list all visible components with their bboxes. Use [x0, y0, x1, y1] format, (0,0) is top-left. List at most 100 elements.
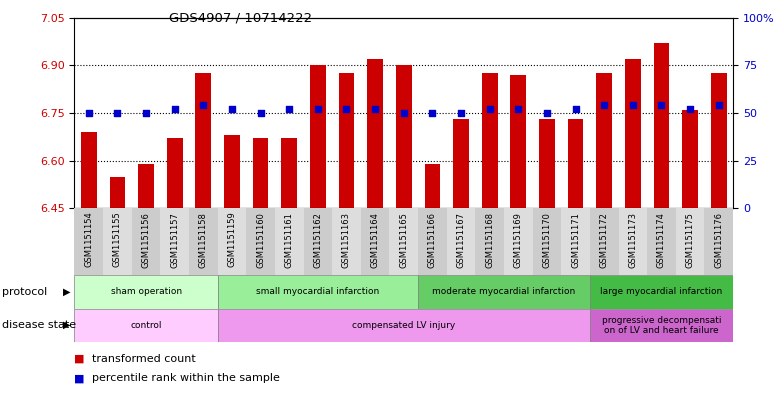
Bar	[275, 208, 303, 275]
Point	[684, 106, 696, 112]
Text: GSM1151175: GSM1151175	[685, 212, 695, 268]
Bar	[252, 138, 268, 208]
Text: large myocardial infarction: large myocardial infarction	[601, 287, 723, 296]
Text: GSM1151157: GSM1151157	[170, 212, 180, 268]
Bar	[424, 164, 441, 208]
Bar	[682, 110, 698, 208]
Bar	[539, 119, 555, 208]
Text: ▶: ▶	[63, 287, 71, 297]
Bar	[132, 208, 161, 275]
Text: GSM1151168: GSM1151168	[485, 212, 494, 268]
Bar	[218, 275, 418, 309]
Point	[283, 106, 296, 112]
Bar	[532, 208, 561, 275]
Bar	[704, 208, 733, 275]
Bar	[224, 135, 240, 208]
Text: GSM1151176: GSM1151176	[714, 212, 723, 268]
Text: GDS4907 / 10714222: GDS4907 / 10714222	[169, 12, 312, 25]
Bar	[281, 138, 297, 208]
Bar	[482, 73, 498, 208]
Bar	[167, 138, 183, 208]
Text: ■: ■	[74, 354, 85, 364]
Bar	[396, 65, 412, 208]
Text: GSM1151172: GSM1151172	[600, 212, 608, 268]
Text: transformed count: transformed count	[92, 354, 195, 364]
Point	[340, 106, 353, 112]
Point	[598, 102, 611, 108]
Bar	[103, 208, 132, 275]
Point	[626, 102, 639, 108]
Bar	[676, 208, 704, 275]
Bar	[418, 275, 590, 309]
Bar	[561, 208, 590, 275]
Bar	[418, 208, 447, 275]
Text: GSM1151158: GSM1151158	[199, 212, 208, 268]
Text: GSM1151159: GSM1151159	[227, 212, 237, 267]
Text: GSM1151166: GSM1151166	[428, 212, 437, 268]
Point	[655, 102, 668, 108]
Point	[426, 110, 439, 116]
Text: sham operation: sham operation	[111, 287, 182, 296]
Text: protocol: protocol	[2, 287, 47, 297]
Point	[713, 102, 725, 108]
Bar	[81, 132, 96, 208]
Text: disease state: disease state	[2, 320, 76, 330]
Text: percentile rank within the sample: percentile rank within the sample	[92, 373, 280, 383]
Point	[140, 110, 152, 116]
Bar	[504, 208, 532, 275]
Point	[569, 106, 582, 112]
Bar	[711, 73, 727, 208]
Text: compensated LV injury: compensated LV injury	[352, 321, 456, 330]
Point	[512, 106, 524, 112]
Text: GSM1151170: GSM1151170	[543, 212, 551, 268]
Text: GSM1151156: GSM1151156	[142, 212, 151, 268]
Bar	[590, 275, 733, 309]
Text: ■: ■	[74, 373, 85, 383]
Text: GSM1151164: GSM1151164	[371, 212, 379, 268]
Bar	[367, 59, 383, 208]
Bar	[189, 208, 218, 275]
Bar	[625, 59, 641, 208]
Text: progressive decompensati
on of LV and heart failure: progressive decompensati on of LV and he…	[601, 316, 721, 335]
Bar	[161, 208, 189, 275]
Text: control: control	[130, 321, 162, 330]
Text: GSM1151167: GSM1151167	[456, 212, 466, 268]
Text: GSM1151160: GSM1151160	[256, 212, 265, 268]
Point	[484, 106, 496, 112]
Bar	[110, 176, 125, 208]
Bar	[246, 208, 275, 275]
Point	[111, 110, 124, 116]
Point	[397, 110, 410, 116]
Bar	[339, 73, 354, 208]
Bar	[303, 208, 332, 275]
Text: moderate myocardial infarction: moderate myocardial infarction	[432, 287, 575, 296]
Bar	[568, 119, 583, 208]
Bar	[361, 208, 390, 275]
Point	[541, 110, 554, 116]
Point	[82, 110, 95, 116]
Text: GSM1151165: GSM1151165	[399, 212, 408, 268]
Bar	[74, 275, 218, 309]
Text: GSM1151173: GSM1151173	[628, 212, 637, 268]
Bar	[138, 164, 154, 208]
Bar	[597, 73, 612, 208]
Text: small myocardial infarction: small myocardial infarction	[256, 287, 379, 296]
Point	[311, 106, 324, 112]
Text: GSM1151154: GSM1151154	[85, 212, 93, 267]
Text: GSM1151162: GSM1151162	[314, 212, 322, 268]
Bar	[647, 208, 676, 275]
Bar	[310, 65, 325, 208]
Text: GSM1151174: GSM1151174	[657, 212, 666, 268]
Point	[455, 110, 467, 116]
Bar	[218, 208, 246, 275]
Bar	[74, 309, 218, 342]
Bar	[447, 208, 475, 275]
Point	[197, 102, 209, 108]
Point	[169, 106, 181, 112]
Text: GSM1151161: GSM1151161	[285, 212, 294, 268]
Bar	[74, 208, 103, 275]
Point	[254, 110, 267, 116]
Point	[368, 106, 381, 112]
Bar	[619, 208, 647, 275]
Bar	[390, 208, 418, 275]
